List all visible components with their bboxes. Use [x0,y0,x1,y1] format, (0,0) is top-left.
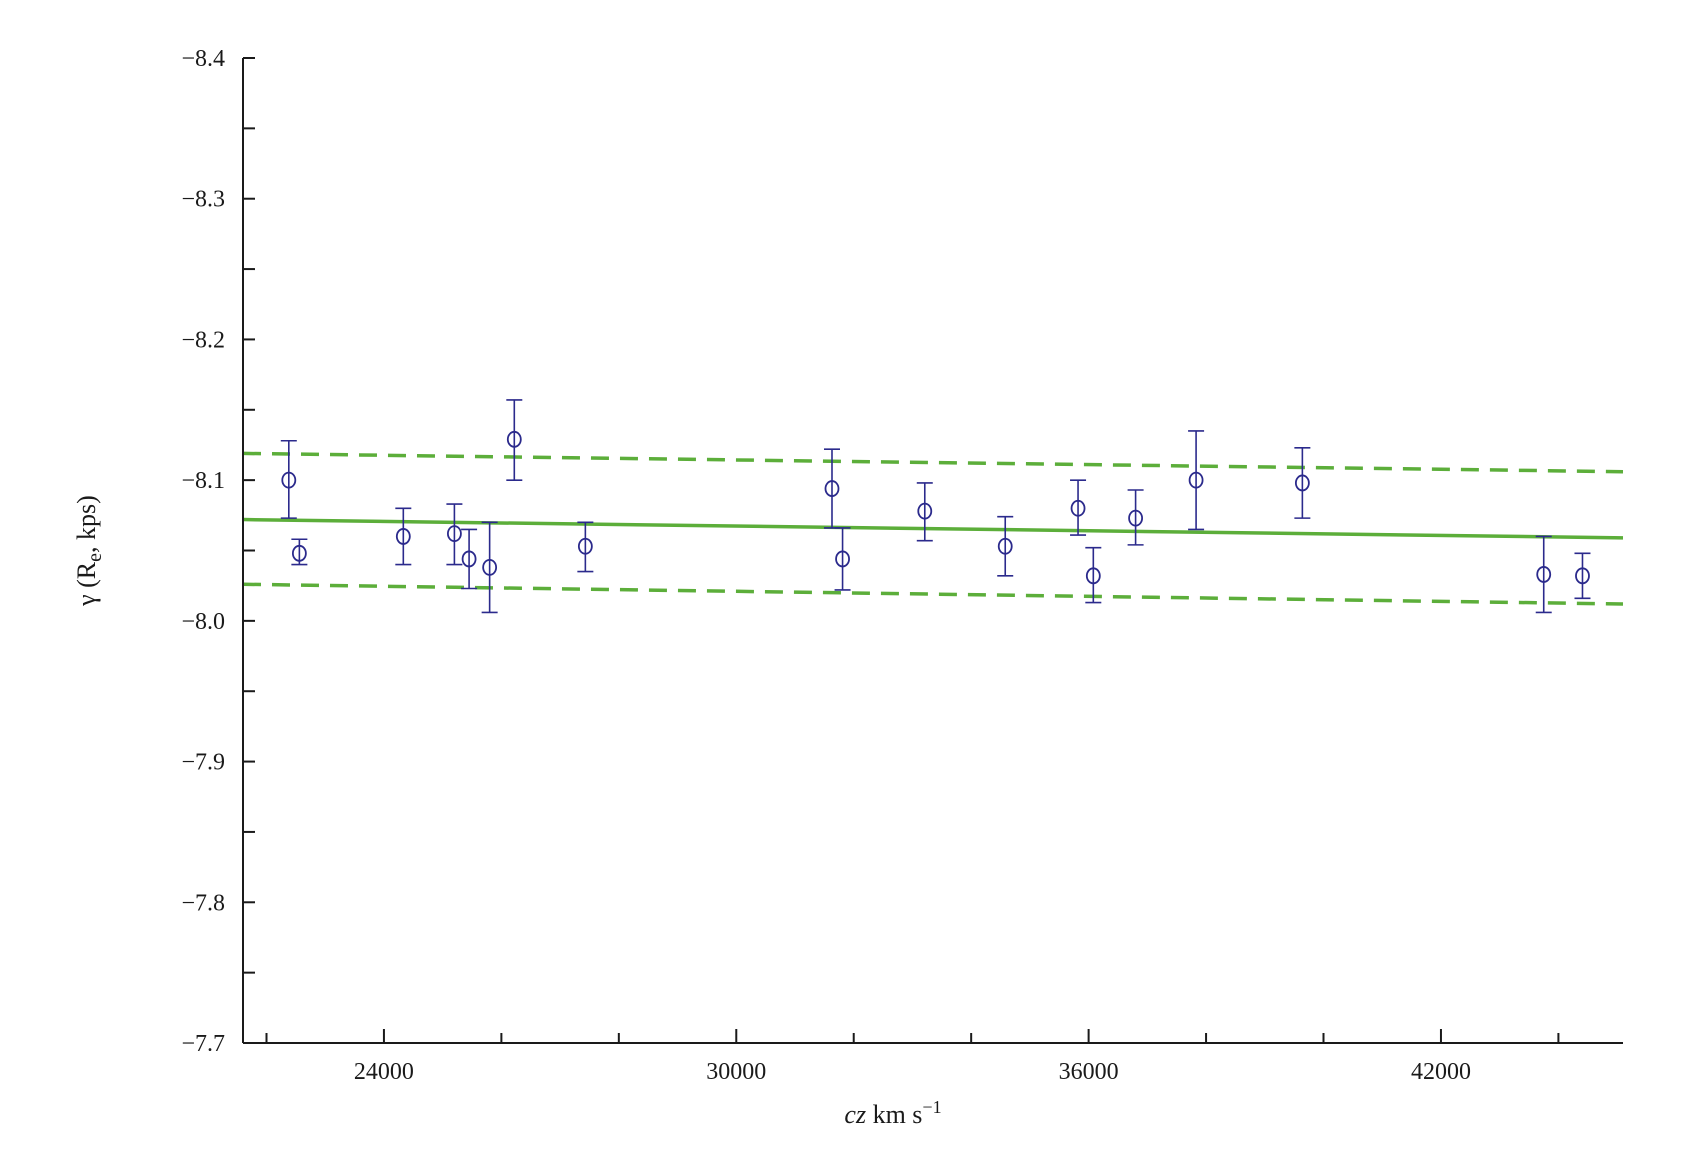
x-tick-label: 30000 [706,1059,766,1085]
y-axis-label-subscript: e [84,553,106,562]
data-point [824,480,840,497]
y-axis-label: γ (Re, kps) [72,495,106,607]
band-upper [242,451,1624,474]
band-lower [242,582,1624,606]
y-ticks-group: −8.4 −8.3 −8.2 −8.1 −8.0 −7.9 −7.8 −7.7 [181,46,255,1057]
data-point [461,550,477,568]
data-point [1575,567,1590,585]
data-point [1294,474,1310,492]
y-tick-label: −7.8 [181,890,225,916]
data-point [482,558,498,576]
data-point [395,528,411,545]
data-point-group [281,430,1590,585]
data-point [506,430,522,448]
error-bar-group [280,399,1591,614]
data-point [917,502,933,520]
y-axis-label-main: γ (R [72,561,101,607]
x-ticks-group: 24000 30000 36000 42000 [265,1029,1560,1085]
y-tick-label: −8.2 [181,327,225,353]
x-axis-label-italic: cz [844,1100,866,1129]
y-tick-label: −7.7 [181,1031,225,1057]
y-tick-label: −8.0 [181,609,225,635]
y-axis-label-tail: , kps) [72,495,101,553]
data-point [281,471,297,489]
fit-line [242,517,1624,540]
data-point [997,537,1013,555]
y-tick-label: −8.1 [181,468,225,494]
x-tick-label: 42000 [1411,1059,1471,1085]
data-point [835,550,850,568]
data-point [1085,567,1101,585]
axes-group [242,58,1623,1044]
y-tick-label: −7.9 [181,750,225,776]
data-point [1536,566,1552,583]
x-tick-label: 36000 [1059,1059,1119,1085]
data-point [577,537,593,555]
data-point [1188,471,1204,489]
data-point [1128,509,1143,527]
x-axis-label: cz km s−1 [844,1097,941,1129]
x-axis-label-unit: km s [866,1100,922,1129]
fit-line-group [242,517,1624,540]
x-tick-label: 24000 [354,1059,414,1085]
y-tick-label: −8.4 [181,46,225,72]
x-axis-label-superscript: −1 [922,1097,941,1117]
data-point [447,525,462,543]
data-point [1070,499,1086,517]
data-point [291,544,307,562]
y-tick-label: −8.3 [181,187,225,213]
